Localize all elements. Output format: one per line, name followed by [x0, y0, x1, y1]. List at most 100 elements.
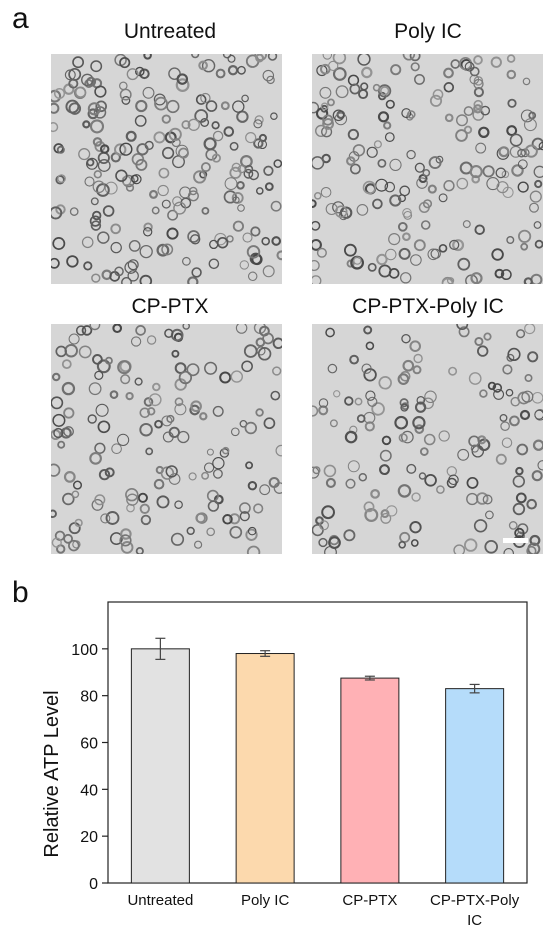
micrograph-title-cp-ptx: CP-PTX: [131, 295, 209, 318]
cell-mark: [72, 480, 83, 490]
cell-mark: [531, 470, 543, 482]
cell-mark: [334, 205, 348, 218]
cell-mark: [53, 87, 66, 100]
micrograph-title-poly-ic: Poly IC: [394, 20, 462, 43]
cell-mark: [174, 403, 187, 416]
cell-mark: [68, 539, 80, 552]
cell-mark: [105, 511, 120, 525]
cell-mark: [78, 148, 91, 161]
cell-mark: [165, 465, 178, 478]
cell-mark: [362, 180, 377, 195]
cell-mark: [473, 87, 484, 98]
cell-mark: [409, 340, 421, 353]
cell-mark: [186, 363, 200, 377]
cell-mark: [410, 254, 422, 266]
cell-mark: [398, 433, 408, 443]
cell-mark: [152, 382, 161, 392]
cell-mark: [510, 396, 521, 407]
cell-mark: [51, 206, 63, 220]
cell-mark: [94, 442, 106, 454]
micrograph-cp-ptx: [51, 324, 282, 554]
micrograph-title-untreated: Untreated: [123, 20, 217, 43]
cell-mark: [424, 390, 437, 404]
cell-mark: [239, 502, 251, 514]
cell-mark: [332, 67, 347, 81]
cell-mark: [212, 130, 224, 142]
x-tick-label: IC: [467, 912, 482, 929]
cell-mark: [275, 444, 282, 457]
cell-mark: [203, 137, 217, 151]
cell-mark: [524, 144, 538, 158]
cell-mark: [514, 527, 525, 539]
cell-mark: [68, 78, 79, 89]
cell-mark: [321, 126, 333, 138]
cell-mark: [222, 54, 232, 59]
cell-mark: [516, 329, 526, 339]
bar: [445, 688, 505, 884]
cell-mark: [261, 236, 270, 246]
cell-mark: [230, 370, 244, 383]
cell-mark: [257, 347, 272, 361]
cell-mark: [463, 538, 478, 552]
cell-mark: [338, 210, 349, 221]
cell-mark: [84, 176, 95, 187]
cell-mark: [96, 183, 110, 197]
cell-mark: [518, 229, 532, 243]
cell-mark: [91, 273, 101, 283]
cell-mark: [137, 492, 148, 503]
cell-mark: [533, 221, 542, 229]
cell-mark: [56, 145, 65, 154]
cell-mark: [51, 122, 59, 133]
cell-mark: [177, 430, 190, 444]
cell-mark: [81, 236, 94, 249]
cell-mark: [271, 236, 282, 246]
cell-mark: [94, 85, 107, 98]
cell-mark: [91, 498, 104, 511]
cell-mark: [379, 86, 390, 96]
cell-mark: [349, 354, 359, 365]
cell-mark: [222, 514, 233, 525]
cell-mark: [529, 534, 541, 546]
cell-mark: [502, 364, 513, 375]
cell-mark: [230, 427, 240, 437]
cell-mark: [399, 272, 412, 284]
cell-mark: [126, 493, 139, 506]
cell-mark: [372, 198, 383, 210]
cell-mark: [422, 169, 431, 177]
cell-mark: [71, 490, 80, 499]
cell-mark: [119, 57, 131, 69]
cell-mark: [312, 405, 319, 417]
atp-bar-chart: Relative ATP Level 0 20 40 60 80 100 Untreated…: [41, 601, 528, 929]
cell-mark: [328, 60, 339, 72]
cell-mark: [87, 414, 97, 424]
cell-mark: [389, 194, 402, 207]
cell-mark: [251, 253, 263, 266]
cell-mark: [239, 260, 250, 270]
cell-mark: [178, 147, 189, 159]
cell-mark: [409, 521, 422, 534]
cell-mark: [516, 443, 529, 456]
cell-mark: [179, 186, 192, 199]
cell-mark: [68, 333, 80, 345]
cell-mark: [128, 239, 141, 252]
cell-mark: [199, 412, 208, 421]
cell-mark: [109, 390, 119, 399]
cell-mark: [63, 83, 75, 95]
cell-mark: [321, 505, 336, 520]
cell-mark: [243, 344, 258, 358]
cell-mark: [131, 174, 142, 185]
cell-mark: [97, 420, 111, 434]
cell-mark: [332, 109, 345, 122]
cell-mark: [537, 460, 543, 471]
cell-mark: [112, 324, 123, 334]
cell-mark: [380, 512, 392, 524]
cell-mark: [119, 88, 132, 101]
cell-mark: [474, 336, 484, 347]
cell-mark: [345, 478, 356, 489]
cell-mark: [241, 94, 249, 103]
cell-mark: [143, 222, 153, 232]
cell-mark: [235, 324, 248, 334]
cell-mark: [479, 389, 488, 398]
cell-mark: [51, 257, 60, 269]
cell-mark: [157, 184, 169, 197]
